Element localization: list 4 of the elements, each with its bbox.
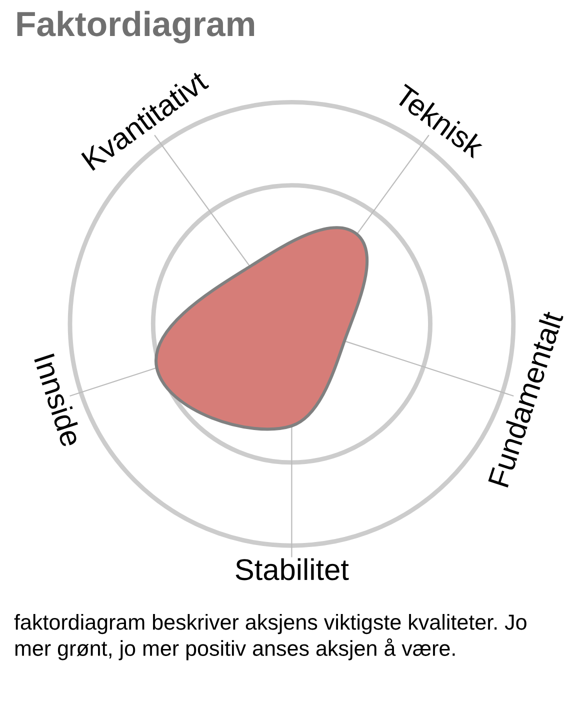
spoke-label: Innside (34, 353, 84, 448)
spoke-label: Stabilitet (236, 558, 349, 580)
chart-title: Faktordiagram (17, 10, 254, 44)
text: faktordiagram beskriver aksjens viktigste kvaliteter. Jo mer grønt, jo mer positiv anses aksjen å være. (14, 614, 526, 660)
